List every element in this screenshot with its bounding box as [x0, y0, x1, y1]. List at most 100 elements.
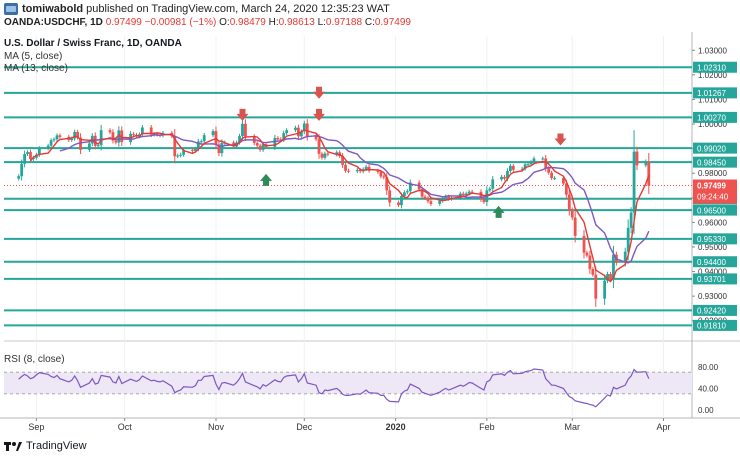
- candle-body: [541, 158, 545, 160]
- candle-body: [241, 123, 244, 137]
- candle-body: [358, 170, 362, 172]
- candle-body: [305, 123, 309, 137]
- candle-body: [99, 130, 103, 146]
- candle-body: [261, 144, 265, 150]
- candle-body: [429, 201, 433, 204]
- candle-body: [397, 202, 400, 206]
- candle-body: [623, 251, 627, 263]
- candle-body: [20, 163, 24, 177]
- level-label-box: [693, 256, 737, 268]
- candle-body: [612, 254, 615, 280]
- candle-body: [55, 135, 59, 140]
- x-tick-label: Oct: [118, 422, 133, 432]
- y-tick-label: 1.02000: [698, 71, 727, 80]
- header-bar: tomiwabold published on TradingView.com,…: [0, 0, 740, 28]
- y-tick-label: 1.00000: [698, 120, 727, 129]
- candle-body: [609, 274, 612, 280]
- candle-body: [276, 138, 280, 140]
- down-arrow-icon: [236, 108, 249, 121]
- candle-body: [238, 136, 241, 143]
- candles: [17, 119, 651, 307]
- level-label: 0.94400: [697, 258, 726, 267]
- tradingview-brand[interactable]: TradingView: [4, 440, 87, 452]
- level-label: 0.95330: [697, 235, 726, 244]
- candle-body: [199, 141, 203, 143]
- chart-title: U.S. Dollar / Swiss Franc, 1D, OANDA: [4, 38, 182, 49]
- candle-body: [479, 191, 483, 200]
- candle-body: [582, 235, 586, 253]
- candle-body: [526, 164, 530, 166]
- candle-body: [79, 137, 82, 150]
- y-tick-label: 0.98000: [698, 169, 727, 178]
- candle-body: [179, 154, 183, 156]
- y-tick-label: 0.93000: [698, 292, 727, 301]
- down-arrow-icon: [554, 133, 567, 146]
- candle-body: [17, 176, 21, 179]
- candle-body: [520, 168, 524, 170]
- open-label: O:: [219, 17, 230, 28]
- candle-body: [132, 133, 135, 135]
- ma13-legend[interactable]: MA (13, close): [4, 63, 68, 74]
- candle-body: [588, 255, 592, 270]
- candle-body: [196, 141, 200, 149]
- x-tick-label: Feb: [479, 422, 495, 432]
- close-value: 0.97499: [374, 17, 411, 28]
- up-arrow-icon: [492, 205, 505, 218]
- open-value: 0.98479: [229, 17, 266, 28]
- rsi-legend[interactable]: RSI (8, close): [4, 354, 65, 365]
- y-tick-label: 0.96000: [698, 218, 727, 227]
- x-tick-label: Nov: [208, 422, 225, 432]
- rsi-tick-label: 40.00: [698, 384, 719, 393]
- candle-body: [553, 178, 556, 180]
- author-name[interactable]: tomiwabold: [22, 3, 84, 15]
- author-line: tomiwabold published on TradingView.com,…: [22, 3, 390, 15]
- candle-body: [550, 172, 554, 179]
- candle-body: [382, 176, 386, 178]
- candle-body: [317, 139, 321, 154]
- candle-body: [46, 145, 50, 149]
- price-labels: 1.023101.012671.002700.990200.984500.969…: [693, 61, 737, 331]
- candle-body: [585, 252, 589, 256]
- x-tick-label: 2020: [386, 422, 406, 432]
- down-arrow-icon: [313, 108, 326, 121]
- candle-body: [364, 166, 368, 170]
- candle-body: [320, 153, 324, 158]
- candle-body: [532, 158, 536, 163]
- candle-body: [87, 143, 91, 150]
- level-label: 1.01267: [697, 89, 726, 98]
- candle-body: [294, 127, 297, 131]
- level-label: 0.92420: [697, 307, 726, 316]
- candle-body: [385, 177, 389, 191]
- candle-body: [632, 151, 636, 213]
- candle-body: [214, 131, 218, 145]
- ma5-line: [29, 129, 650, 283]
- level-label-box: [693, 142, 737, 154]
- y-tick-label: 1.01000: [698, 95, 727, 104]
- candle-body: [509, 165, 512, 171]
- candle-body: [211, 131, 215, 136]
- candle-body: [73, 131, 77, 139]
- candle-body: [282, 133, 286, 140]
- candle-body: [573, 217, 577, 236]
- candle-body: [438, 200, 442, 204]
- level-label-box: [693, 273, 737, 285]
- candle-body: [367, 166, 371, 171]
- level-label: 0.98450: [697, 158, 726, 167]
- x-tick-label: Mar: [564, 422, 580, 432]
- candle-body: [70, 138, 74, 141]
- level-label: 0.91810: [697, 322, 726, 331]
- candle-body: [120, 130, 124, 142]
- last-price-box: [693, 179, 737, 204]
- candle-body: [23, 154, 27, 164]
- candle-body: [26, 152, 29, 155]
- high-value: 0.98613: [278, 17, 315, 28]
- rsi-band: [4, 371, 692, 395]
- candle-body: [635, 151, 639, 166]
- ma5-legend[interactable]: MA (5, close): [4, 51, 63, 62]
- candle-body: [388, 190, 392, 203]
- level-label: 0.93701: [697, 275, 726, 284]
- candle-body: [529, 162, 533, 165]
- candle-body: [426, 198, 430, 202]
- candle-body: [173, 136, 177, 157]
